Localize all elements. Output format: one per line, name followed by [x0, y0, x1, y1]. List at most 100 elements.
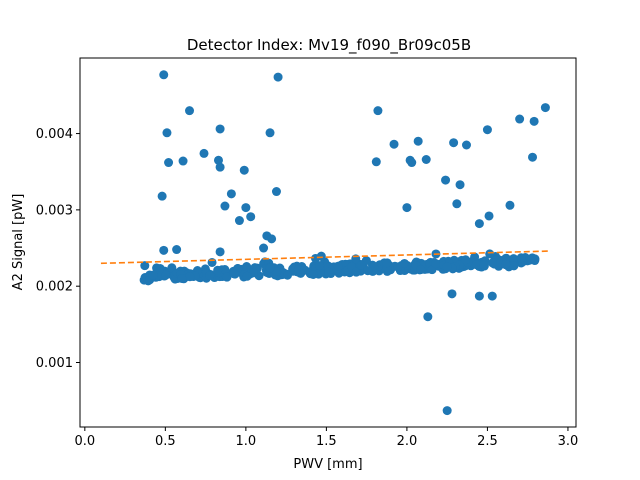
scatter-point: [226, 189, 236, 199]
scatter-point: [516, 253, 526, 263]
scatter-point: [213, 265, 223, 275]
scatter-point: [220, 265, 230, 274]
scatter-point: [234, 216, 244, 226]
scatter-point: [527, 253, 537, 263]
scatter-point: [315, 261, 325, 271]
scatter-point: [205, 271, 215, 281]
points-layer: [139, 70, 550, 416]
fit-line: [100, 250, 549, 265]
plot-frame: [79, 57, 577, 428]
fit-layer: [100, 250, 549, 265]
scatter-point: [371, 157, 381, 167]
scatter-point: [487, 291, 497, 301]
scatter-point: [267, 234, 277, 244]
scatter-point: [484, 211, 494, 221]
scatter-point: [283, 270, 292, 280]
scatter-point: [241, 203, 251, 213]
scatter-point: [482, 125, 492, 135]
scatter-point: [479, 260, 489, 270]
scatter-point: [229, 269, 239, 279]
y-tick-label: 0.004: [36, 127, 73, 142]
scatter-point: [442, 406, 452, 416]
scatter-point: [207, 257, 217, 267]
scatter-point: [178, 156, 188, 166]
x-tick-label: 0.5: [155, 434, 176, 449]
scatter-point: [455, 180, 465, 190]
scatter-point: [416, 265, 426, 275]
scatter-point: [529, 116, 539, 126]
y-tick-label: 0.001: [36, 356, 73, 371]
scatter-point: [363, 266, 373, 276]
scatter-point: [215, 247, 225, 257]
scatter-point: [389, 139, 399, 149]
scatter-point: [461, 140, 471, 150]
scatter-point: [246, 212, 256, 222]
chart-title: Detector Index: Mv19_f090_Br09c05B: [187, 36, 471, 55]
scatter-point: [271, 187, 281, 197]
scatter-point: [421, 155, 431, 164]
scatter-point: [442, 262, 452, 272]
y-tick-label: 0.003: [36, 203, 73, 218]
scatter-point: [540, 103, 550, 113]
scatter-point: [316, 251, 326, 261]
scatter-point: [324, 267, 334, 277]
scatter-point: [373, 106, 383, 116]
scatter-point: [447, 289, 457, 299]
scatter-point: [393, 262, 403, 272]
scatter-point: [382, 258, 392, 268]
scatter-point: [351, 267, 361, 277]
x-tick-label: 3.0: [558, 434, 579, 449]
x-ticks: 0.0 0.5 1.0 1.5 2.0 2.5 3.0: [74, 427, 578, 449]
x-axis-label: PWV [mm]: [293, 457, 362, 472]
scatter-point: [501, 259, 511, 269]
scatter-point: [515, 114, 525, 124]
scatter-point: [474, 291, 484, 301]
scatter-point: [239, 165, 249, 175]
scatter-point: [407, 158, 417, 168]
scatter-point: [528, 152, 538, 162]
scatter-point: [172, 245, 182, 255]
scatter-point: [159, 70, 169, 80]
scatter-point: [356, 260, 366, 270]
y-tick-label: 0.002: [36, 280, 73, 295]
scatter-point: [259, 243, 269, 253]
scatter-point: [296, 268, 306, 278]
scatter-point: [461, 255, 471, 265]
scatter-point: [242, 271, 252, 281]
scatter-point: [265, 128, 275, 138]
scatter-point: [413, 136, 423, 146]
scatter-point: [333, 261, 343, 271]
x-tick-label: 0.0: [74, 434, 95, 449]
scatter-point: [215, 124, 225, 134]
scatter-point: [222, 272, 232, 282]
scatter-point: [140, 261, 150, 271]
scatter-point: [199, 148, 209, 158]
scatter-point: [509, 261, 519, 271]
scatter-point: [161, 270, 171, 280]
scatter-point: [185, 272, 195, 282]
scatter-point: [423, 312, 433, 322]
scatter-point: [213, 155, 223, 165]
scatter-point: [488, 258, 498, 268]
scatter-point: [474, 219, 484, 229]
scatter-point: [441, 175, 451, 185]
scatter-point: [159, 245, 169, 255]
scatter-point: [185, 106, 195, 116]
scatter-point: [162, 128, 172, 138]
x-tick-label: 2.0: [397, 434, 418, 449]
scatter-point: [452, 199, 462, 209]
y-axis-label: A2 Signal [pW]: [11, 194, 26, 291]
scatter-point: [509, 254, 519, 264]
scatter-point: [308, 269, 318, 279]
y-ticks: 0.001 0.002 0.003 0.004: [36, 127, 80, 371]
scatter-point: [471, 260, 481, 270]
scatter-point: [164, 158, 174, 168]
scatter-point: [177, 273, 187, 283]
scatter-point: [399, 258, 409, 268]
scatter-point: [431, 259, 441, 269]
scatter-point: [273, 72, 283, 82]
scatter-point: [449, 138, 459, 148]
